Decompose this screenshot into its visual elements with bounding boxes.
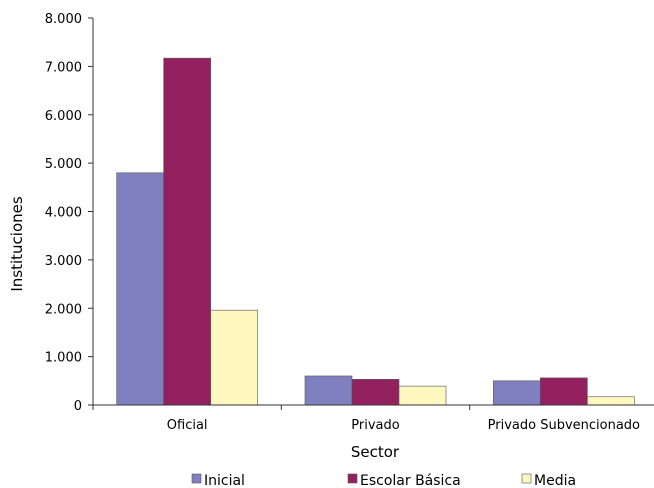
bars-group — [116, 57, 635, 406]
x-axis-title: Sector — [351, 443, 400, 461]
legend-label: Escolar Básica — [360, 473, 461, 488]
y-axis: 0 1.000 2.000 3.000 4.000 5.000 6.000 7.000 8.00… — [45, 12, 94, 414]
y-axis-title: Instituciones — [8, 196, 26, 292]
bar-media-oficial — [210, 309, 258, 406]
bar-escolar-b-sica-oficial — [163, 57, 211, 406]
bar-inicial-privado-subvencionado — [493, 380, 541, 406]
x-tick-label: Privado Subvencionado — [488, 418, 640, 433]
legend-swatch — [521, 473, 532, 484]
legend-item: Media — [521, 473, 576, 488]
y-tick-label: 6.000 — [45, 109, 82, 124]
x-tick-label: Oficial — [167, 418, 208, 433]
bar-media-privado-subvencionado — [587, 396, 635, 406]
y-tick-label: 7.000 — [45, 60, 82, 75]
legend: Inicial Escolar Básica Media — [191, 473, 576, 488]
y-tick-label: 2.000 — [45, 302, 82, 317]
legend-swatch — [347, 473, 358, 484]
x-axis: Oficial Privado Privado Subvencionado — [92, 404, 654, 433]
bar-escolar-b-sica-privado — [351, 379, 400, 406]
y-tick-label: 0 — [74, 399, 82, 414]
legend-label: Media — [534, 473, 576, 488]
y-tick-label: 3.000 — [45, 254, 82, 269]
y-tick-label: 1.000 — [45, 351, 82, 366]
legend-label: Inicial — [204, 473, 245, 488]
bar-inicial-oficial — [116, 172, 164, 406]
bar-escolar-b-sica-privado-subvencionado — [540, 377, 588, 406]
legend-swatch — [191, 473, 202, 484]
legend-item: Escolar Básica — [347, 473, 461, 488]
bar-media-privado — [398, 385, 447, 406]
bar-inicial-privado — [304, 375, 353, 406]
y-tick-label: 5.000 — [45, 157, 82, 172]
y-tick-label: 8.000 — [45, 12, 82, 27]
x-tick-label: Privado — [351, 418, 399, 433]
y-tick-label: 4.000 — [45, 206, 82, 221]
legend-item: Inicial — [191, 473, 245, 488]
